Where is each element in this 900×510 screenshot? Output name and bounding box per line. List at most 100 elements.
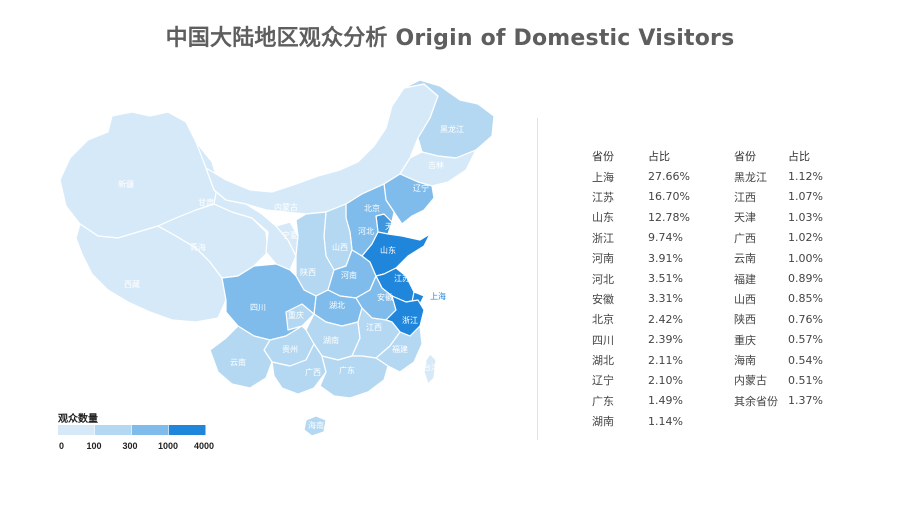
province-share: 12.78% bbox=[648, 210, 690, 224]
province-name: 重庆 bbox=[734, 333, 756, 347]
province-name: 山西 bbox=[734, 292, 756, 306]
table-row: 云南 1.00% bbox=[734, 248, 848, 268]
province-name: 其余省份 bbox=[734, 394, 778, 408]
table-row: 内蒙古 0.51% bbox=[734, 370, 848, 390]
province-name: 广西 bbox=[734, 231, 756, 245]
legend-tick-label: 0 bbox=[59, 441, 64, 451]
map-region-label: 浙江 bbox=[402, 315, 418, 325]
map-region-label: 福建 bbox=[392, 344, 408, 354]
province-share: 2.42% bbox=[648, 312, 683, 326]
province-share: 1.37% bbox=[788, 394, 823, 408]
province-share: 3.31% bbox=[648, 292, 683, 306]
map-region-label: 湖北 bbox=[329, 301, 345, 310]
province-name: 河北 bbox=[592, 272, 614, 286]
province-share: 2.10% bbox=[648, 373, 683, 387]
map-region-label: 湖南 bbox=[323, 335, 339, 345]
map-region-label: 甘肃 bbox=[198, 197, 214, 207]
table-row: 山东 12.78% bbox=[592, 207, 708, 227]
province-name: 天津 bbox=[734, 211, 756, 225]
legend-tick-label: 1000 bbox=[158, 441, 178, 451]
legend-tick-label: 100 bbox=[86, 441, 101, 451]
province-share: 1.00% bbox=[788, 251, 823, 265]
map-region-label: 河北 bbox=[358, 226, 374, 236]
map-region-label: 北京 bbox=[364, 203, 380, 213]
province-name: 福建 bbox=[734, 272, 756, 286]
province-name: 上海 bbox=[592, 170, 614, 184]
header-province: 省份 bbox=[592, 150, 614, 164]
map-region-label: 西藏 bbox=[124, 279, 140, 289]
province-share: 2.39% bbox=[648, 333, 683, 347]
legend-tick-label: 4000 bbox=[194, 441, 214, 451]
province-name: 安徽 bbox=[592, 292, 614, 306]
province-share: 0.76% bbox=[788, 312, 823, 326]
table-row: 上海 27.66% bbox=[592, 166, 708, 186]
table-row: 海南 0.54% bbox=[734, 350, 848, 370]
province-share: 9.74% bbox=[648, 231, 683, 245]
province-name: 河南 bbox=[592, 252, 614, 266]
table-row: 广东 1.49% bbox=[592, 391, 708, 411]
province-name: 浙江 bbox=[592, 231, 614, 245]
province-share: 0.89% bbox=[788, 272, 823, 286]
table-row: 辽宁 2.10% bbox=[592, 370, 708, 390]
table-row: 河南 3.91% bbox=[592, 248, 708, 268]
legend-title: 观众数量 bbox=[58, 414, 98, 425]
province-name: 四川 bbox=[592, 333, 614, 347]
table-row: 山西 0.85% bbox=[734, 289, 848, 309]
map-region-label: 陕西 bbox=[300, 267, 316, 277]
province-name: 辽宁 bbox=[592, 374, 614, 388]
table-row: 湖南 1.14% bbox=[592, 411, 708, 431]
province-share: 0.54% bbox=[788, 353, 823, 367]
header-share: 占比 bbox=[788, 150, 810, 164]
province-name: 北京 bbox=[592, 313, 614, 327]
table-row: 其余省份 1.37% bbox=[734, 391, 848, 411]
map-region-label: 江西 bbox=[366, 323, 382, 332]
province-table-right: 省份 占比 黑龙江 1.12% 江西 1.07% 天津 1.03% 广西 1.02% 云南 1.0… bbox=[734, 146, 848, 411]
province-name: 江西 bbox=[734, 190, 756, 204]
province-name: 江苏 bbox=[592, 190, 614, 204]
province-share: 1.03% bbox=[788, 210, 823, 224]
map-region-label: 新疆 bbox=[118, 179, 134, 189]
table-row: 安徽 3.31% bbox=[592, 289, 708, 309]
legend-swatch bbox=[132, 425, 169, 435]
province-share: 1.14% bbox=[648, 414, 683, 428]
table-row: 广西 1.02% bbox=[734, 228, 848, 248]
map-region-label: 广西 bbox=[305, 367, 321, 377]
map-region bbox=[209, 325, 273, 389]
map-region-label: 广东 bbox=[339, 365, 355, 375]
header-province: 省份 bbox=[734, 150, 756, 164]
table-row: 北京 2.42% bbox=[592, 309, 708, 329]
map-region-label: 内蒙古 bbox=[274, 202, 298, 212]
province-share: 0.57% bbox=[788, 333, 823, 347]
table-header-row: 省份 占比 bbox=[592, 146, 708, 166]
province-name: 黑龙江 bbox=[734, 170, 767, 184]
province-table-left: 省份 占比 上海 27.66% 江苏 16.70% 山东 12.78% 浙江 9.74% 河南 3… bbox=[592, 146, 708, 431]
province-share: 16.70% bbox=[648, 190, 690, 204]
map-region bbox=[75, 223, 227, 323]
map-region-label: 辽宁 bbox=[413, 183, 429, 193]
table-row: 河北 3.51% bbox=[592, 268, 708, 288]
province-name: 湖南 bbox=[592, 415, 614, 429]
table-row: 重庆 0.57% bbox=[734, 330, 848, 350]
page-title: 中国大陆地区观众分析 Origin of Domestic Visitors bbox=[165, 26, 735, 51]
province-share: 0.85% bbox=[788, 292, 823, 306]
province-share: 2.11% bbox=[648, 353, 683, 367]
map-region-label: 上海 bbox=[430, 291, 446, 301]
map-region bbox=[423, 353, 437, 385]
province-name: 陕西 bbox=[734, 313, 756, 327]
map-region-label: 云南 bbox=[230, 357, 246, 367]
legend-swatch bbox=[58, 425, 95, 435]
table-row: 天津 1.03% bbox=[734, 207, 848, 227]
province-share: 1.02% bbox=[788, 231, 823, 245]
province-name: 海南 bbox=[734, 354, 756, 368]
map-region bbox=[319, 355, 389, 399]
table-row: 浙江 9.74% bbox=[592, 228, 708, 248]
province-share: 1.49% bbox=[648, 394, 683, 408]
map-region-label: 重庆 bbox=[288, 310, 304, 320]
table-header-row: 省份 占比 bbox=[734, 146, 848, 166]
province-share: 3.51% bbox=[648, 272, 683, 286]
map-region-label: 吉林 bbox=[428, 160, 444, 170]
table-row: 四川 2.39% bbox=[592, 330, 708, 350]
map-region-label: 宁夏 bbox=[282, 230, 298, 240]
province-name: 内蒙古 bbox=[734, 374, 767, 388]
